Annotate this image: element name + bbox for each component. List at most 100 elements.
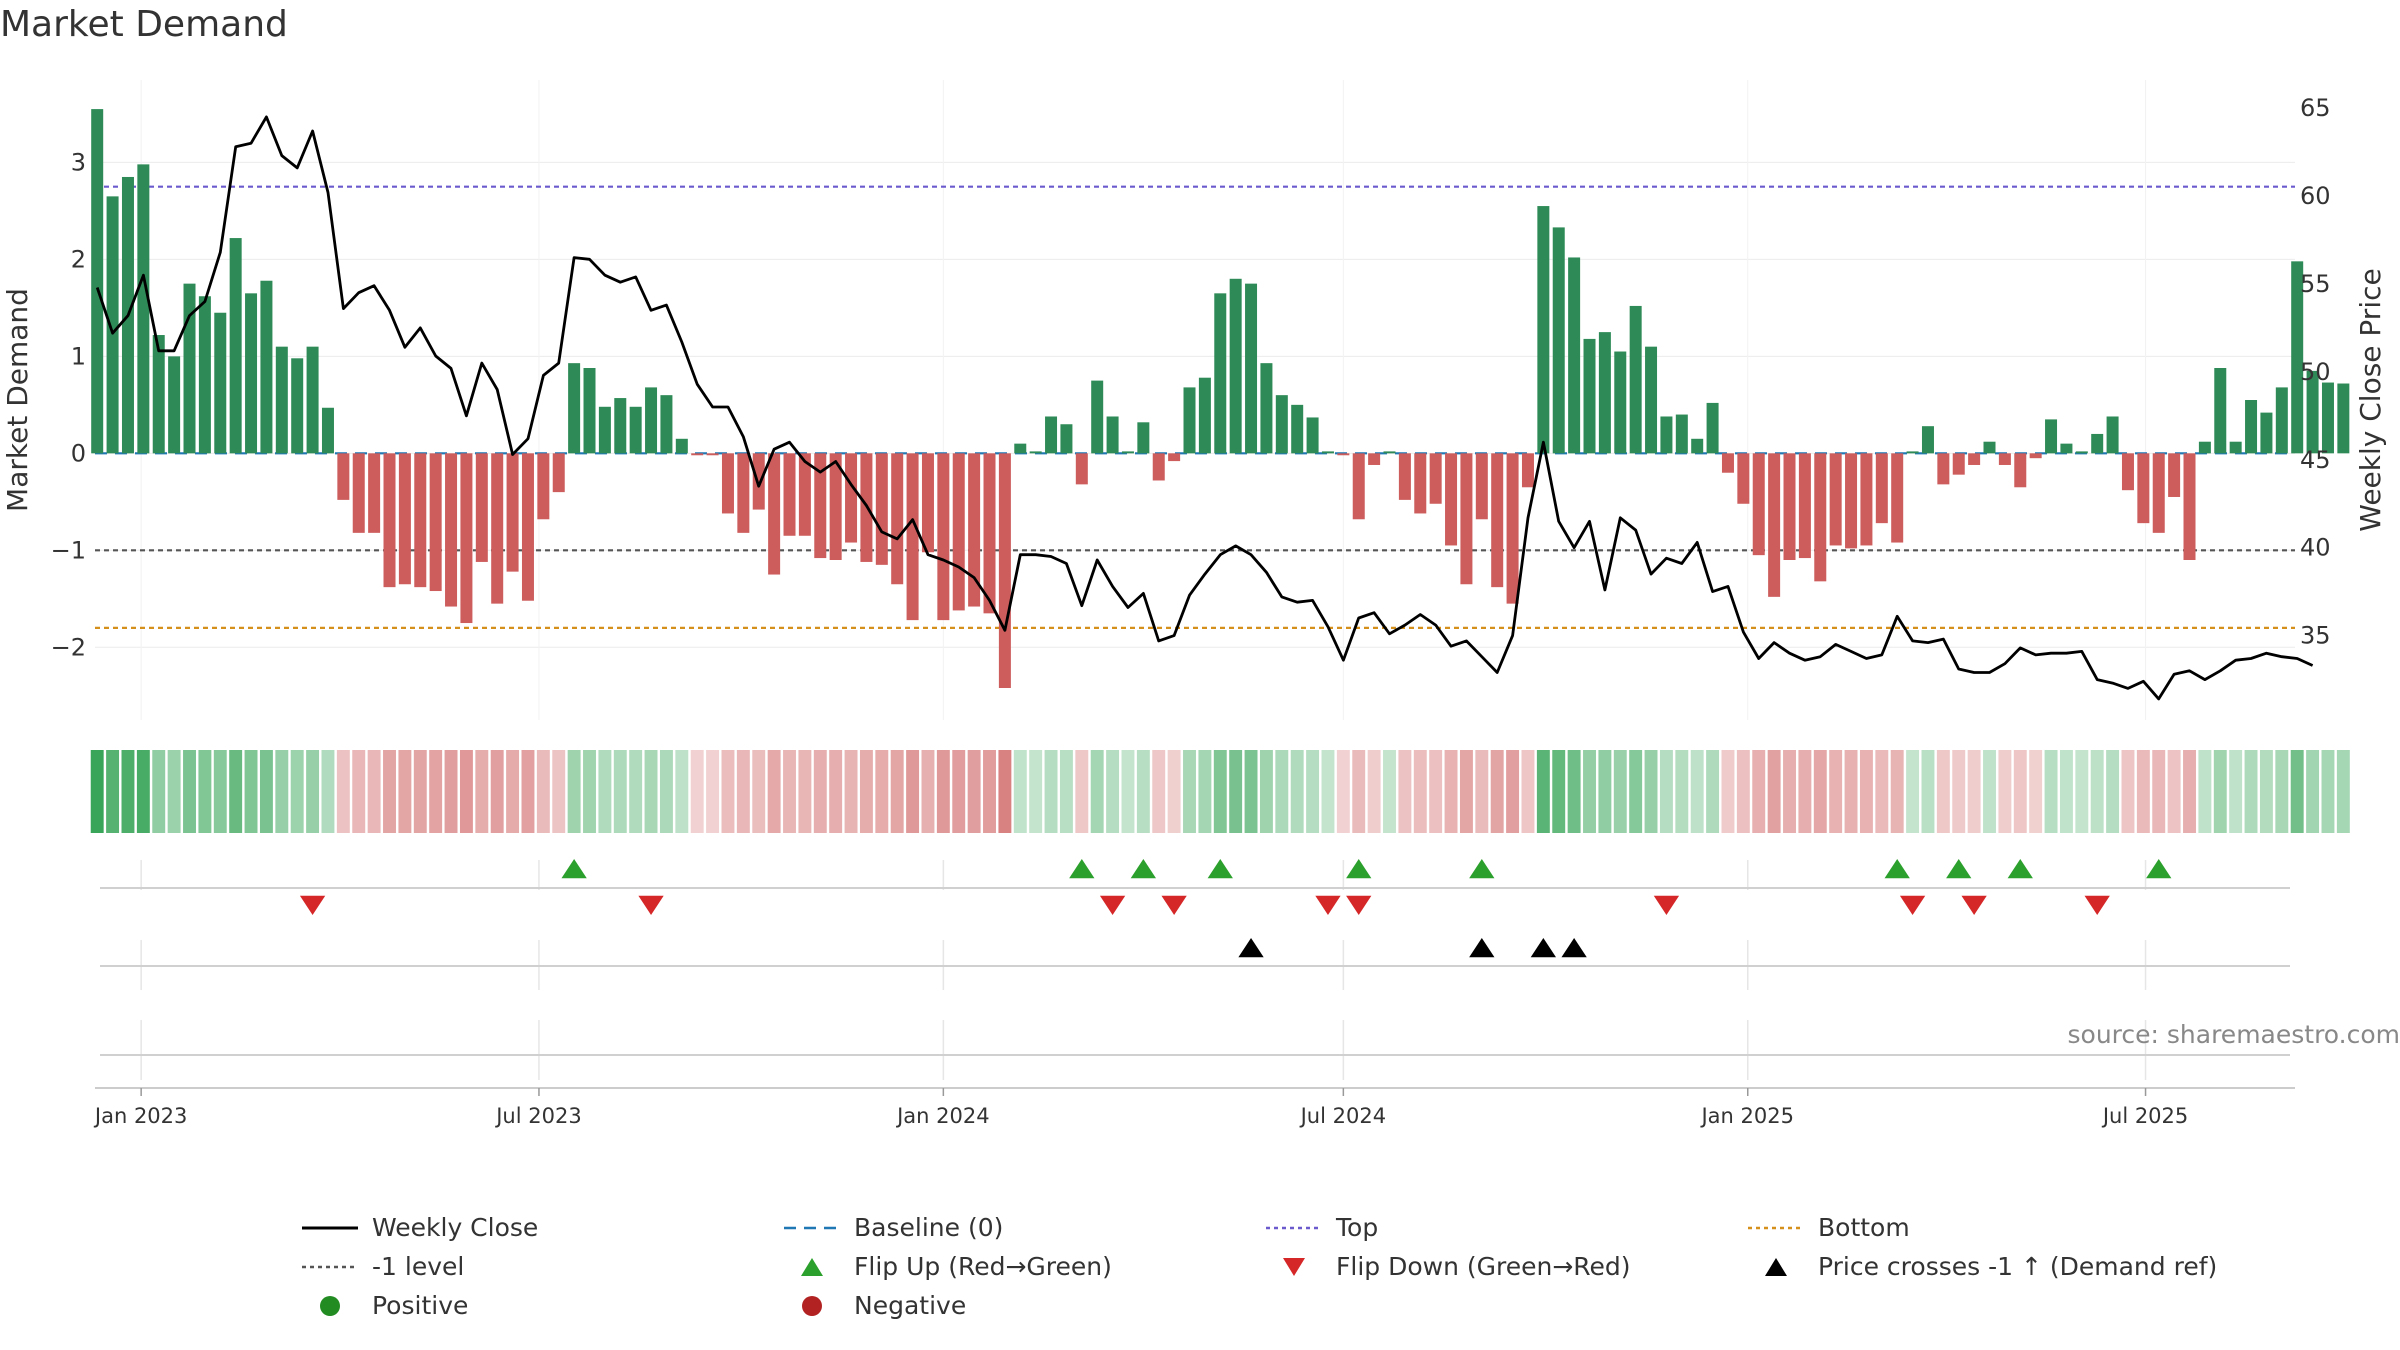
demand-bar xyxy=(921,453,934,553)
demand-bar xyxy=(1275,395,1288,454)
legend-item-positive_dot: Positive xyxy=(300,1291,782,1321)
strip-cell xyxy=(690,750,704,833)
legend-item-close: Weekly Close xyxy=(300,1213,782,1243)
strip-cell xyxy=(921,750,935,833)
y-tick-label: 2 xyxy=(71,245,86,273)
strip-cell xyxy=(644,750,658,833)
strip-cell xyxy=(798,750,812,833)
demand-bar xyxy=(1721,453,1734,473)
demand-bar xyxy=(537,453,550,520)
legend-label: -1 level xyxy=(372,1252,465,1281)
strip-cell xyxy=(1583,750,1596,833)
legend-label: Flip Down (Green→Red) xyxy=(1336,1252,1631,1281)
strip-cell xyxy=(1352,750,1366,833)
strip-cell xyxy=(2244,750,2258,833)
y-tick-label: 1 xyxy=(71,342,86,370)
strip-cell xyxy=(1952,750,1966,833)
y2-tick-label: 55 xyxy=(2300,270,2331,298)
demand-bar xyxy=(2137,453,2150,524)
strip-cell xyxy=(1752,750,1766,833)
demand-bar xyxy=(1398,453,1411,500)
demand-bar xyxy=(1075,453,1088,485)
demand-bar xyxy=(691,453,704,456)
strip-cell xyxy=(721,750,735,833)
demand-bar xyxy=(1445,453,1458,546)
strip-cell xyxy=(2059,750,2073,833)
demand-bar xyxy=(1521,453,1534,488)
strip-cell xyxy=(983,750,996,833)
demand-bar xyxy=(1968,453,1981,465)
demand-bar xyxy=(906,453,919,621)
flip-down-marker xyxy=(1346,895,1372,915)
demand-bar xyxy=(1906,451,1919,454)
demand-bar xyxy=(521,453,534,601)
demand-bar xyxy=(1337,453,1350,456)
demand-bar xyxy=(2337,383,2350,454)
legend-label: Weekly Close xyxy=(372,1213,539,1242)
strip-cell xyxy=(2136,750,2150,833)
strip-cell xyxy=(275,750,289,833)
strip-cell xyxy=(2321,750,2335,833)
strip-cell xyxy=(259,750,273,833)
demand-bars xyxy=(91,109,2350,688)
y-tick-label: −2 xyxy=(51,633,86,661)
price-cross-marker xyxy=(1238,938,1264,958)
strip-cell xyxy=(213,750,227,833)
demand-bar xyxy=(1768,453,1781,597)
legend-item-flip_up: Flip Up (Red→Green) xyxy=(782,1252,1264,1282)
strip-cell xyxy=(706,750,720,833)
legend-symbol-dot xyxy=(320,1295,340,1316)
strip-cell xyxy=(121,750,135,833)
strip-cell xyxy=(952,750,966,833)
strip-cell xyxy=(1044,750,1058,833)
demand-bar xyxy=(275,346,288,454)
demand-bar xyxy=(1352,453,1365,520)
strip-cell xyxy=(613,750,627,833)
demand-bar xyxy=(1875,453,1888,524)
strip-cell xyxy=(1706,750,1720,833)
strip-cell xyxy=(383,750,396,833)
demand-bar xyxy=(1506,453,1519,604)
demand-bar xyxy=(398,453,411,585)
flip-up-marker xyxy=(1130,859,1157,879)
demand-bar xyxy=(1860,453,1873,546)
strip-cell xyxy=(1490,750,1504,833)
demand-bar xyxy=(798,453,811,536)
strip-cell xyxy=(1413,750,1427,833)
legend-symbol-line-solid xyxy=(302,1226,358,1229)
demand-bar xyxy=(1921,426,1934,454)
flip-down-marker xyxy=(299,895,326,915)
x-tick-label: Jan 2025 xyxy=(1699,1104,1794,1128)
demand-bar xyxy=(183,283,196,454)
price-cross-marker xyxy=(1561,938,1587,958)
strip-cell xyxy=(813,750,827,833)
strip-cell xyxy=(752,750,766,833)
flip-up-marker xyxy=(2007,859,2033,879)
demand-bar xyxy=(168,356,181,454)
strip-cell xyxy=(1306,750,1320,833)
demand-bar xyxy=(2214,368,2227,454)
x-tick-label: Jul 2024 xyxy=(1299,1104,1386,1128)
legend-symbol-line-dot xyxy=(1748,1226,1804,1229)
y2-tick-label: 65 xyxy=(2300,94,2331,122)
strip-cell xyxy=(1259,750,1273,833)
flip-up-marker xyxy=(1946,859,1972,879)
legend-label: Negative xyxy=(854,1291,967,1320)
strip-cell xyxy=(829,750,843,833)
demand-bar xyxy=(2275,387,2288,454)
strip-cell xyxy=(1167,750,1181,833)
demand-bar xyxy=(1983,441,1996,454)
demand-bar xyxy=(137,164,150,454)
strip-cell xyxy=(136,750,150,833)
strip-cell xyxy=(1106,750,1120,833)
flip-up-marker xyxy=(1346,859,1372,879)
demand-bar xyxy=(1583,338,1596,454)
strip-cell xyxy=(659,750,673,833)
demand-bar xyxy=(1660,416,1673,454)
demand-bar xyxy=(2045,419,2058,454)
legend-item-bottom: Bottom xyxy=(1746,1213,2228,1243)
demand-bar xyxy=(1306,417,1319,454)
demand-bar xyxy=(306,346,319,454)
strip-cell xyxy=(783,750,796,833)
y2-tick-label: 50 xyxy=(2300,358,2331,386)
